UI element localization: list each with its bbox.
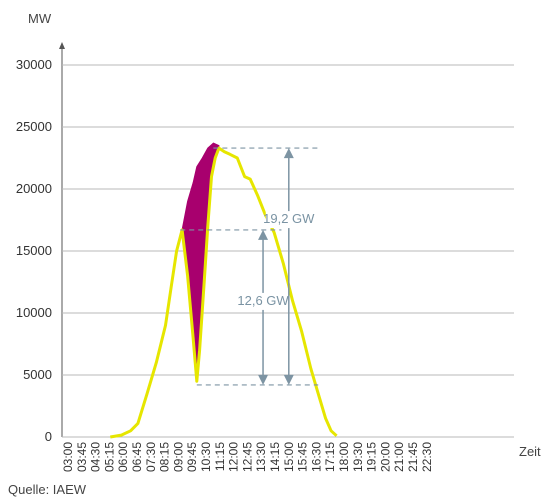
x-tick-label: 05:15 (102, 442, 116, 472)
x-tick-label: 22:30 (420, 442, 434, 472)
x-tick-label: 10:30 (199, 442, 213, 472)
x-tick-label: 04:30 (89, 442, 103, 472)
y-axis-unit-label: MW (28, 11, 52, 26)
x-tick-label: 16:30 (309, 442, 323, 472)
x-tick-label: 19:30 (351, 442, 365, 472)
y-tick-label: 30000 (16, 57, 52, 72)
x-axis-label: Zeit (519, 444, 541, 459)
x-tick-label: 19:15 (365, 442, 379, 472)
y-tick-label: 10000 (16, 305, 52, 320)
x-tick-label: 06:45 (130, 442, 144, 472)
x-tick-label: 12:00 (227, 442, 241, 472)
x-tick-label: 21:45 (406, 442, 420, 472)
annotation-label-bg (265, 211, 312, 229)
y-tick-label: 5000 (23, 367, 52, 382)
annotation-label: 19,2 GW (263, 211, 315, 226)
source-caption: Quelle: IAEW (8, 482, 87, 497)
x-tick-label: 09:45 (185, 442, 199, 472)
x-tick-label: 03:45 (75, 442, 89, 472)
arrow-head-up-icon (258, 229, 269, 240)
x-tick-label: 06:00 (116, 442, 130, 472)
x-tick-label: 15:00 (282, 442, 296, 472)
y-tick-label: 15000 (16, 243, 52, 258)
x-tick-label: 11:15 (213, 442, 227, 471)
series-line (110, 146, 338, 439)
x-tick-label: 09:00 (171, 442, 185, 472)
annotation-label: 12,6 GW (237, 293, 289, 308)
arrow-head-up-icon (283, 148, 294, 159)
x-tick-label: 21:00 (392, 442, 406, 472)
x-tick-label: 14:15 (268, 442, 282, 472)
y-tick-label: 25000 (16, 119, 52, 134)
arrow-head-down-icon (283, 374, 294, 385)
y-tick-label: 0 (45, 429, 52, 444)
x-tick-label: 12:45 (240, 442, 254, 472)
x-tick-label: 07:30 (144, 442, 158, 472)
x-tick-label: 08:15 (158, 442, 172, 472)
annotation-label-bg (240, 292, 287, 310)
x-tick-label: 18:00 (337, 442, 351, 472)
chart-canvas: 0 5000 10000 15000 20000 25000 30000 03:00 03:45… (16, 42, 514, 472)
arrow-head-down-icon (258, 374, 269, 385)
y-tick-label: 20000 (16, 181, 52, 196)
x-tick-label: 17:15 (323, 442, 337, 472)
y-axis-arrow-icon (59, 42, 65, 49)
x-tick-label: 15:45 (296, 442, 310, 472)
x-tick-label: 20:00 (378, 442, 392, 472)
x-tick-label: 03:00 (61, 442, 75, 472)
x-tick-label: 13:30 (254, 442, 268, 472)
